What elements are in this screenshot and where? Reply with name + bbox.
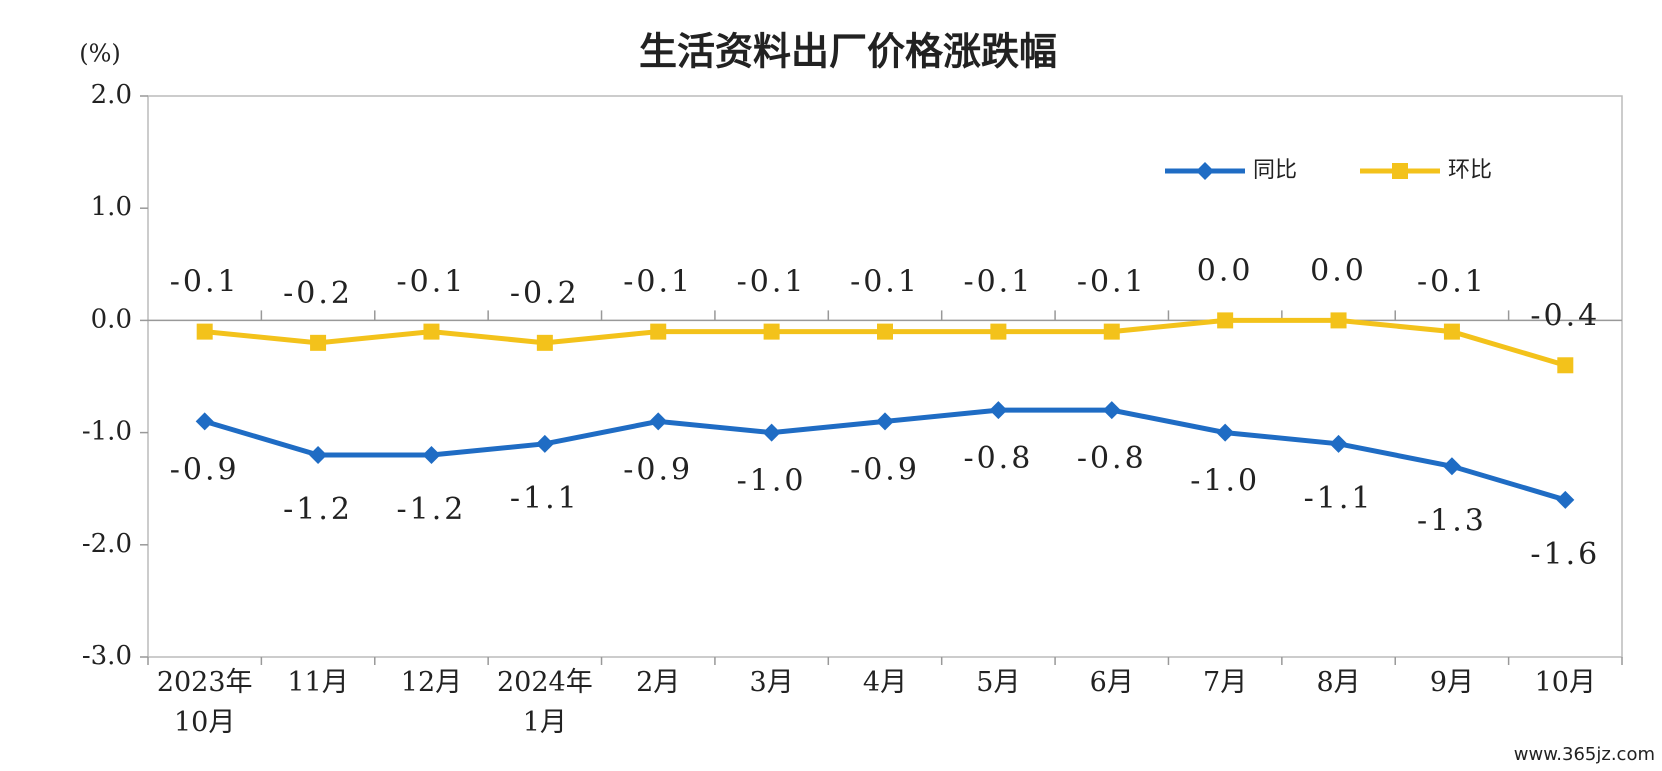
point-marker	[650, 323, 667, 340]
point-marker	[310, 334, 327, 351]
data-label: -0.9	[170, 452, 240, 487]
point-marker	[1443, 323, 1460, 340]
data-label: 0.0	[1310, 253, 1367, 288]
point-marker	[1217, 312, 1234, 329]
data-label: -0.8	[1077, 441, 1147, 476]
data-label: -1.3	[1417, 503, 1487, 538]
data-label: -0.9	[850, 452, 920, 487]
point-marker	[990, 323, 1007, 340]
x-tick-label: 8月	[1316, 667, 1361, 698]
data-label: -0.2	[510, 276, 580, 311]
x-tick-label: 12月	[400, 667, 463, 698]
data-label: -0.1	[170, 265, 240, 300]
data-label: -1.6	[1530, 537, 1600, 572]
x-tick-label: 10月	[1534, 667, 1596, 698]
point-marker	[1442, 457, 1461, 476]
x-tick-label: 5月	[976, 667, 1021, 698]
data-label: -1.1	[510, 481, 580, 516]
point-marker	[1196, 162, 1214, 180]
point-marker	[763, 323, 780, 340]
y-tick-label: -3.0	[82, 641, 132, 671]
data-label: -1.1	[1304, 481, 1374, 516]
y-tick-label: 2.0	[91, 80, 132, 110]
data-label: -1.2	[397, 492, 467, 527]
x-tick-label: 2024年 1月	[496, 667, 593, 738]
plot-frame	[147, 95, 1623, 658]
data-label: -0.1	[850, 265, 920, 300]
x-tick-label: 11月	[287, 667, 349, 698]
data-label: -0.1	[963, 265, 1033, 300]
x-tick-label: 2023年 10月	[156, 667, 253, 738]
data-label: -1.0	[737, 464, 807, 499]
x-tick-label: 9月	[1429, 667, 1475, 698]
point-marker	[1556, 490, 1575, 509]
y-axis-unit: (%)	[79, 40, 121, 68]
legend-label: 环比	[1448, 158, 1492, 183]
data-label: -1.2	[283, 492, 353, 527]
point-marker	[196, 323, 213, 340]
x-tick-label: 3月	[749, 667, 794, 698]
x-tick-label: 7月	[1203, 667, 1248, 698]
point-marker	[876, 412, 894, 431]
y-tick-label: 0.0	[91, 304, 132, 334]
point-marker	[423, 323, 440, 340]
point-marker	[1329, 434, 1348, 453]
x-tick-label: 6月	[1089, 667, 1134, 698]
point-marker	[989, 401, 1008, 420]
point-marker	[762, 423, 781, 442]
legend-label: 同比	[1253, 158, 1297, 183]
data-label: -0.1	[737, 265, 807, 300]
point-marker	[1330, 312, 1347, 329]
point-marker	[535, 434, 554, 453]
data-label: -1.0	[1190, 464, 1260, 499]
point-marker	[877, 323, 893, 340]
data-label: -0.4	[1530, 298, 1600, 333]
point-marker	[536, 334, 553, 351]
data-label: -0.1	[397, 265, 467, 300]
point-marker	[649, 412, 668, 431]
data-label: -0.1	[1077, 265, 1147, 300]
point-marker	[1557, 357, 1574, 374]
point-marker	[422, 446, 441, 465]
point-marker	[1216, 423, 1235, 442]
data-label: -0.2	[283, 276, 353, 311]
data-label: -0.9	[623, 452, 693, 487]
y-tick-label: -1.0	[82, 417, 132, 447]
watermark: www.365jz.com	[1514, 744, 1655, 765]
data-label: -0.1	[623, 265, 693, 300]
chart-title: 生活资料出厂价格涨跌幅	[639, 30, 1057, 74]
point-marker	[309, 446, 328, 465]
point-marker	[1103, 323, 1120, 340]
y-tick-label: 1.0	[91, 192, 132, 222]
x-tick-label: 4月	[862, 667, 908, 698]
data-label: -0.1	[1417, 265, 1487, 300]
point-marker	[195, 412, 214, 431]
data-label: -0.8	[963, 441, 1033, 476]
x-tick-label: 2月	[636, 667, 681, 698]
data-label: 0.0	[1197, 253, 1254, 288]
point-marker	[1392, 163, 1408, 179]
y-tick-label: -2.0	[82, 529, 132, 559]
point-marker	[1102, 401, 1121, 420]
